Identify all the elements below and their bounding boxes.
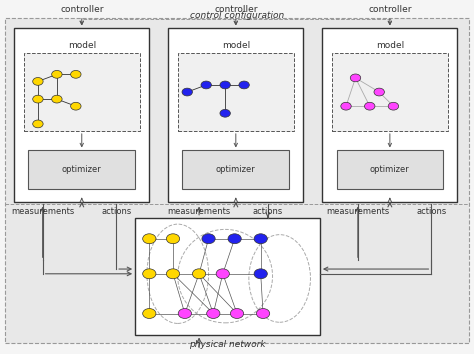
Bar xyxy=(28,150,135,189)
Text: actions: actions xyxy=(253,207,283,216)
Circle shape xyxy=(166,269,180,279)
Text: controller: controller xyxy=(214,5,257,14)
Bar xyxy=(168,28,303,202)
Text: model: model xyxy=(376,41,404,50)
Bar xyxy=(337,150,443,189)
Circle shape xyxy=(341,102,351,110)
Circle shape xyxy=(182,88,192,96)
Circle shape xyxy=(71,102,81,110)
Bar xyxy=(322,28,457,202)
Text: optimizer: optimizer xyxy=(370,165,410,175)
Circle shape xyxy=(71,70,81,78)
Circle shape xyxy=(256,309,270,319)
Text: control configuration: control configuration xyxy=(190,11,284,19)
Circle shape xyxy=(216,269,229,279)
Bar xyxy=(24,53,140,131)
Circle shape xyxy=(52,70,62,78)
Bar xyxy=(135,218,320,335)
Bar xyxy=(332,53,448,131)
Bar xyxy=(178,53,294,131)
Circle shape xyxy=(33,78,43,85)
Circle shape xyxy=(388,102,399,110)
Text: controller: controller xyxy=(368,5,411,14)
Circle shape xyxy=(143,234,156,244)
Text: measurements: measurements xyxy=(11,207,74,216)
Text: model: model xyxy=(222,41,250,50)
Text: physical network: physical network xyxy=(189,340,266,349)
Text: actions: actions xyxy=(101,207,131,216)
Circle shape xyxy=(143,309,156,319)
Text: measurements: measurements xyxy=(167,207,231,216)
Circle shape xyxy=(202,234,215,244)
Bar xyxy=(14,28,149,202)
Circle shape xyxy=(254,269,267,279)
Text: model: model xyxy=(68,41,96,50)
Text: actions: actions xyxy=(416,207,447,216)
Circle shape xyxy=(143,269,156,279)
Circle shape xyxy=(350,74,361,82)
Circle shape xyxy=(207,309,220,319)
Circle shape xyxy=(228,234,241,244)
Circle shape xyxy=(230,309,244,319)
Text: measurements: measurements xyxy=(326,207,390,216)
Text: optimizer: optimizer xyxy=(216,165,255,175)
Circle shape xyxy=(220,109,230,117)
Circle shape xyxy=(52,95,62,103)
Circle shape xyxy=(178,309,191,319)
Bar xyxy=(182,150,289,189)
Circle shape xyxy=(192,269,206,279)
Text: controller: controller xyxy=(60,5,103,14)
Circle shape xyxy=(374,88,384,96)
Circle shape xyxy=(365,102,375,110)
Circle shape xyxy=(254,234,267,244)
Circle shape xyxy=(220,81,230,89)
Text: optimizer: optimizer xyxy=(62,165,101,175)
Circle shape xyxy=(166,234,180,244)
Circle shape xyxy=(201,81,211,89)
Circle shape xyxy=(239,81,249,89)
Circle shape xyxy=(33,95,43,103)
Circle shape xyxy=(33,120,43,128)
